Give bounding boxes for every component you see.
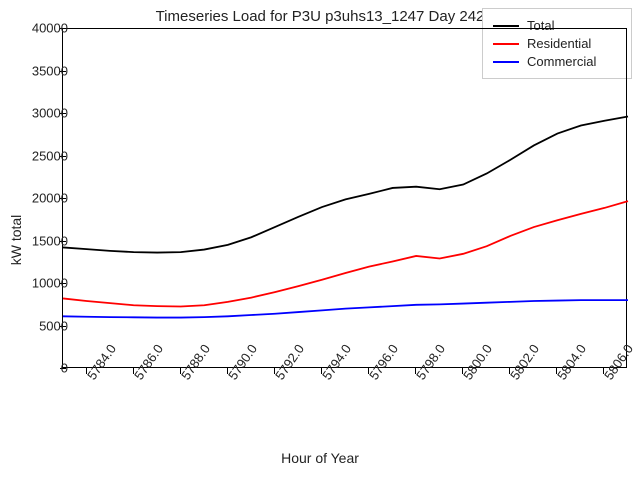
y-tick-label: 5000 bbox=[13, 318, 68, 333]
x-axis-label: Hour of Year bbox=[0, 450, 640, 466]
residential-line bbox=[63, 201, 628, 306]
plot-area bbox=[62, 28, 627, 368]
y-tick-label: 20000 bbox=[13, 191, 68, 206]
chart-container: Timeseries Load for P3U p3uhs13_1247 Day… bbox=[0, 0, 640, 480]
line-chart-svg bbox=[63, 29, 628, 369]
y-tick-label: 25000 bbox=[13, 148, 68, 163]
y-tick-label: 30000 bbox=[13, 106, 68, 121]
total-line bbox=[63, 117, 628, 253]
y-tick-label: 15000 bbox=[13, 233, 68, 248]
y-tick-label: 40000 bbox=[13, 21, 68, 36]
y-tick-label: 0 bbox=[13, 361, 68, 376]
legend-swatch-total bbox=[493, 25, 519, 27]
y-tick-label: 35000 bbox=[13, 63, 68, 78]
y-tick-label: 10000 bbox=[13, 276, 68, 291]
commercial-line bbox=[63, 300, 628, 317]
